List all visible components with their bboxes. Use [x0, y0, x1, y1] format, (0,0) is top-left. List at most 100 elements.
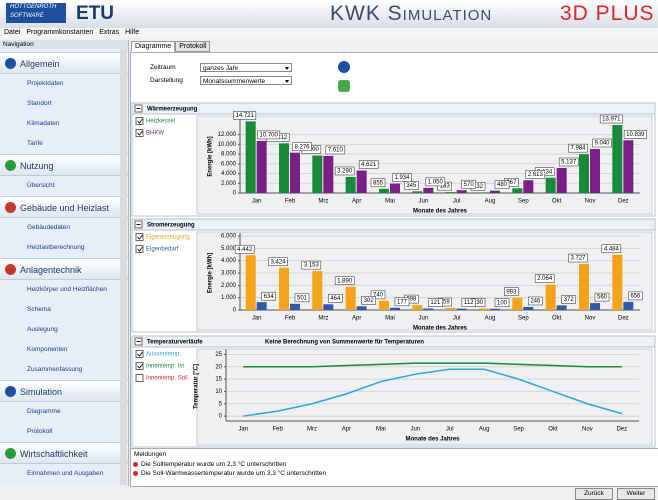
label-box	[568, 253, 588, 263]
y-tick-label: 10	[215, 389, 222, 395]
y-tick-label: 4.000	[221, 171, 237, 177]
nav-item[interactable]: Standort	[27, 100, 52, 107]
x-tick-label: Okt	[548, 427, 558, 433]
legend-checkbox[interactable]	[135, 350, 144, 358]
label-box	[370, 178, 386, 188]
nav-section[interactable]: Anlagentechnik	[0, 258, 128, 280]
nav-item[interactable]: Tarife	[27, 140, 43, 147]
label-box	[425, 177, 446, 187]
x-tick-label: Mrz	[318, 199, 328, 205]
data-label: 560	[597, 295, 608, 301]
nav-item[interactable]: Zusammenfassung	[27, 366, 83, 373]
x-tick-label: Nov	[585, 316, 596, 322]
label-box	[328, 294, 343, 303]
nav-item[interactable]: Heizlastberechnung	[27, 244, 85, 251]
check-mark	[137, 234, 143, 240]
x-tick-label: Apr	[352, 316, 361, 322]
dropdown[interactable]: Monatssummenwerte	[200, 76, 292, 85]
bar	[312, 155, 323, 193]
bar	[379, 300, 389, 310]
legend-label: Heizkessel	[146, 119, 175, 125]
nav-title: Navigation	[0, 40, 128, 49]
data-label: 1.890	[337, 278, 353, 284]
bar	[579, 154, 589, 193]
nav-item[interactable]: Klimadaten	[27, 120, 60, 127]
label-box	[534, 274, 555, 283]
data-label: 372	[564, 297, 575, 303]
x-tick-label: Aug	[479, 427, 490, 433]
tab[interactable]: Diagramme	[131, 41, 176, 52]
tab[interactable]: Protokoll	[175, 41, 211, 52]
data-label: 112	[464, 300, 474, 306]
bar	[245, 255, 256, 310]
x-tick-label: Mrz	[318, 316, 328, 322]
legend-checkbox[interactable]	[135, 362, 144, 370]
chart-title: Wärmeerzeugung	[147, 107, 198, 113]
bar	[445, 192, 456, 193]
bar	[579, 264, 589, 310]
x-tick-label: Feb	[272, 427, 283, 433]
nav-item[interactable]: Heizkörper und Heizflächen	[27, 286, 107, 293]
bar	[345, 286, 356, 310]
nav-section[interactable]: Wirtschaftlichkeit	[0, 442, 128, 464]
legend-checkbox[interactable]	[135, 129, 144, 137]
x-tick-label: Nov	[582, 427, 593, 433]
nav-item[interactable]: Projektdaten	[27, 80, 64, 87]
x-tick-label: Aug	[485, 199, 496, 205]
nav-section[interactable]: Nutzung	[0, 154, 128, 176]
legend-checkbox[interactable]	[135, 245, 144, 253]
data-label: 3.153	[304, 263, 320, 269]
next-button[interactable]: Weiter	[617, 488, 655, 500]
bar	[390, 183, 400, 193]
nav-section[interactable]: Allgemein	[0, 52, 128, 74]
label-box	[392, 173, 412, 182]
legend-label: Innentemp. Soll	[146, 376, 188, 382]
menu-item[interactable]: Datei	[4, 29, 21, 36]
x-tick-label: Jul	[446, 427, 454, 433]
info-icon[interactable]	[338, 61, 350, 73]
back-button[interactable]: Zurück	[575, 488, 613, 500]
scrollbar[interactable]	[120, 49, 127, 485]
nav-item[interactable]: Schema	[27, 306, 51, 313]
bar	[279, 143, 289, 193]
menu-item[interactable]: Programmkonstanten	[26, 29, 94, 36]
nav-item[interactable]: Übersicht	[27, 182, 55, 189]
label-box	[599, 114, 623, 124]
x-tick-label: Jul	[453, 316, 461, 322]
label-box	[558, 157, 579, 167]
y-tick-label: 5	[219, 401, 223, 407]
bar	[256, 302, 267, 310]
x-axis-label: Monate des Jahres	[413, 326, 468, 332]
legend-label: Eigenbedarf	[146, 247, 179, 253]
label-box	[461, 179, 476, 189]
section-icon	[5, 448, 16, 459]
x-tick-label: Dez	[616, 427, 627, 433]
bar	[612, 254, 623, 310]
menu-item[interactable]: Extras	[99, 29, 120, 36]
nav-section[interactable]: Simulation	[0, 380, 128, 402]
nav-item[interactable]: Gebäudedaten	[27, 224, 71, 231]
bar	[523, 180, 534, 193]
data-label: 398	[406, 297, 417, 303]
nav-item[interactable]: Komponenten	[27, 346, 68, 353]
legend-checkbox[interactable]	[135, 233, 144, 241]
data-label: 3.424	[270, 259, 286, 265]
x-tick-label: Apr	[352, 199, 361, 205]
menu-item[interactable]: Hilfe	[125, 29, 140, 36]
nav-item[interactable]: Protokoll	[27, 428, 53, 435]
legend-checkbox[interactable]	[135, 374, 144, 382]
menu-bar: Datei Programmkonstanten Extras Hilfe	[0, 28, 658, 38]
bar	[479, 192, 489, 193]
check-mark	[137, 130, 143, 136]
x-tick-label: Dez	[618, 199, 629, 205]
nav-section[interactable]: Gebäude und Heizlast	[0, 196, 128, 218]
nav-item[interactable]: Diagramme	[27, 408, 61, 415]
nav-item[interactable]: Auslegung	[27, 326, 58, 333]
bar	[412, 191, 423, 193]
bar	[345, 176, 356, 193]
nav-item[interactable]: Einnahmen und Ausgaben	[27, 470, 104, 477]
refresh-icon[interactable]	[338, 80, 350, 92]
legend-checkbox[interactable]	[135, 117, 144, 125]
section-icon	[5, 202, 16, 213]
dropdown[interactable]: ganzes Jahr	[200, 63, 292, 72]
